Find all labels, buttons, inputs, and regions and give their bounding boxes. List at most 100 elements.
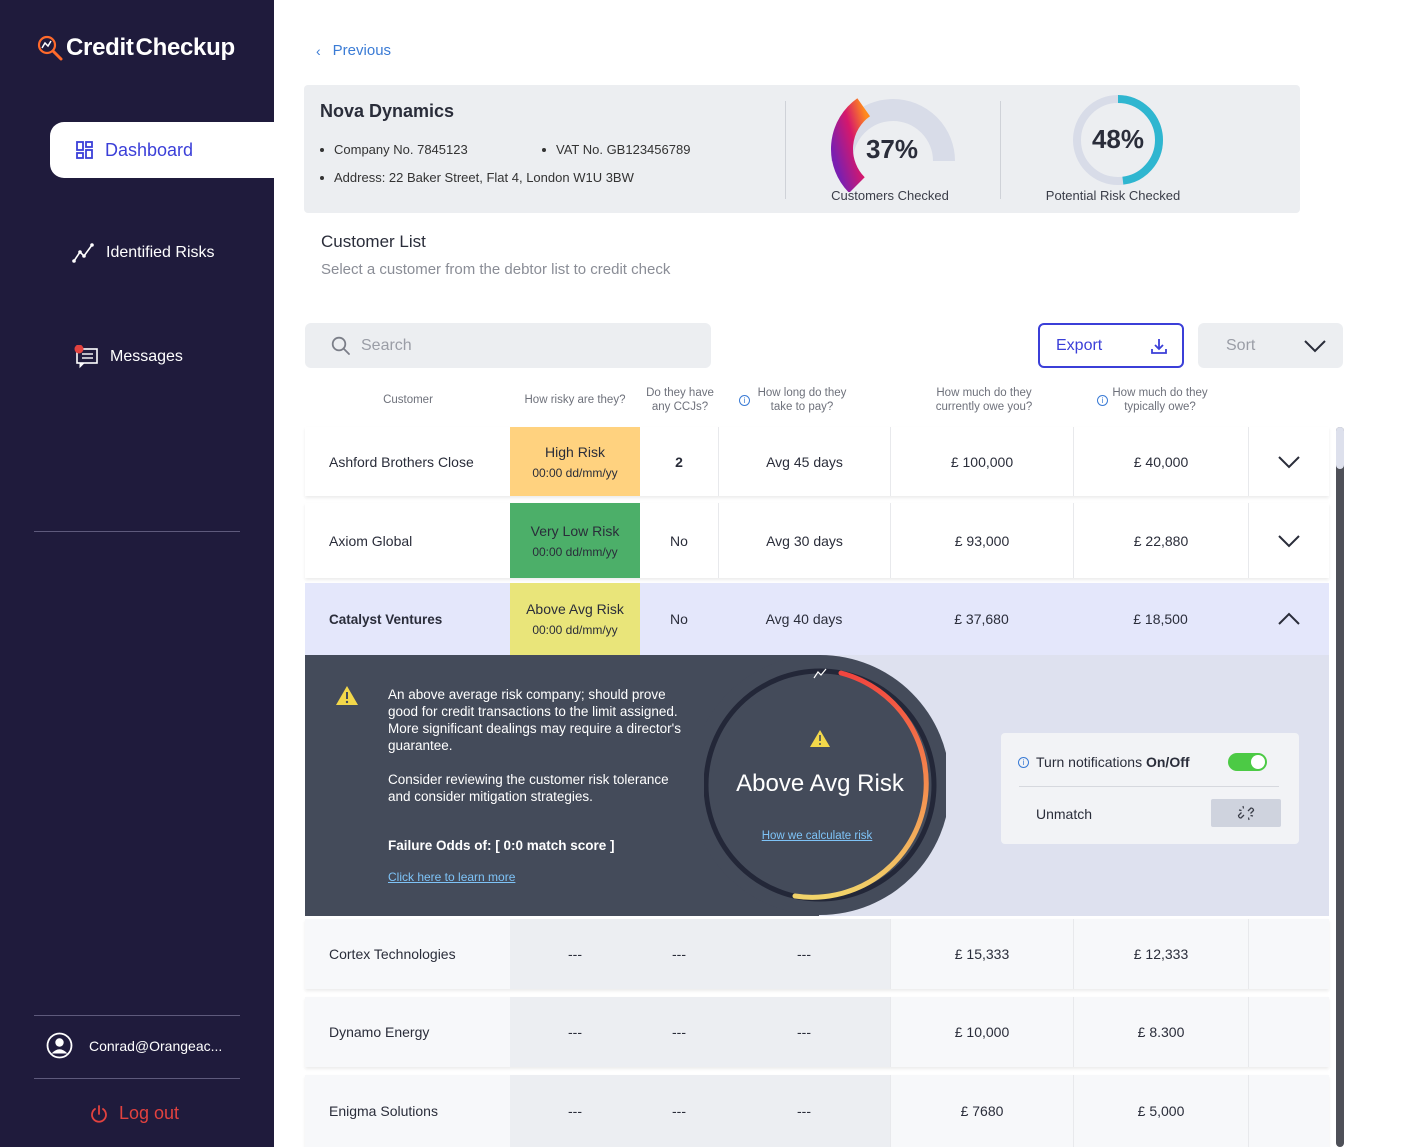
card-divider	[785, 101, 786, 199]
dashboard-icon	[76, 141, 93, 159]
company-number: Company No. 7845123	[320, 142, 468, 157]
sidebar-item-identified-risks[interactable]: Identified Risks	[72, 242, 215, 264]
user-email: Conrad@Orangeac...	[89, 1037, 223, 1054]
customers-checked-gauge	[831, 98, 955, 192]
sidebar-divider	[34, 531, 240, 532]
user-account[interactable]: Conrad@Orangeac...	[46, 1032, 222, 1059]
risk-dial-title: Above Avg Risk	[736, 770, 904, 797]
collapse-button[interactable]	[1248, 583, 1329, 655]
pay-time-value: Avg 45 days	[718, 427, 890, 496]
sidebar-divider	[34, 1015, 240, 1016]
currently-owe-value: £ 10,000	[890, 997, 1073, 1067]
row-action-cell	[1248, 1075, 1329, 1147]
sidebar-item-dashboard[interactable]: Dashboard	[50, 122, 274, 178]
risk-checked-value: 48%	[1091, 124, 1145, 154]
table-row[interactable]: Enigma Solutions --- --- --- £ 7680 £ 5,…	[305, 1075, 1329, 1147]
sidebar-item-label: Dashboard	[105, 139, 194, 160]
customer-list-title: Customer List	[321, 232, 426, 251]
logout-label: Log out	[119, 1103, 180, 1123]
expand-button[interactable]	[1248, 427, 1329, 496]
row-action-cell	[1248, 919, 1329, 989]
risk-description-para1: An above average risk company; should pr…	[388, 687, 681, 753]
header-typ-line1: How much do they	[1112, 387, 1208, 399]
typically-owe-value: £ 22,880	[1073, 503, 1248, 578]
export-button[interactable]: Export	[1038, 323, 1184, 368]
info-icon[interactable]: i	[1097, 395, 1108, 406]
header-ccjs-line2: any CCJs?	[651, 401, 709, 413]
table-row[interactable]: Dynamo Energy --- --- --- £ 10,000 £ 8.3…	[305, 997, 1329, 1067]
how-we-calculate-link[interactable]: How we calculate risk	[761, 830, 873, 842]
search-input[interactable]: Search	[305, 323, 711, 368]
chevron-down-icon	[1278, 455, 1300, 468]
logo-text-checkup: Checkup	[135, 34, 236, 61]
currently-owe-value: £ 7680	[890, 1075, 1073, 1147]
unchecked-columns-shade	[510, 1075, 891, 1147]
customer-name: Enigma Solutions	[329, 1103, 438, 1119]
company-address-text: Address: 22 Baker Street, Flat 4, London…	[334, 170, 634, 185]
table-scrollbar[interactable]	[1336, 427, 1344, 1147]
row-action-cell	[1248, 997, 1329, 1067]
chevron-down-icon	[1304, 339, 1326, 352]
search-placeholder: Search	[361, 336, 412, 354]
table-row[interactable]: Axiom Global Very Low Risk 00:00 dd/mm/y…	[305, 503, 1329, 578]
currently-owe-value: £ 100,000	[890, 427, 1073, 496]
header-owe-line1: How much do they	[936, 387, 1032, 399]
customers-checked-value: 37%	[865, 134, 919, 164]
table-row[interactable]: Ashford Brothers Close High Risk 00:00 d…	[305, 427, 1329, 496]
info-icon[interactable]: i	[1018, 756, 1029, 768]
risk-level: ---	[568, 946, 582, 962]
expand-button[interactable]	[1248, 503, 1329, 578]
unmatch-button[interactable]	[1211, 799, 1281, 827]
table-row[interactable]: Cortex Technologies --- --- --- £ 15,333…	[305, 919, 1329, 989]
header-typically-owe: i How much do they typically owe?	[1095, 386, 1225, 414]
pay-time-value: ---	[797, 1103, 811, 1119]
typically-owe-value: £ 5,000	[1073, 1075, 1248, 1147]
previous-label: Previous	[332, 42, 392, 59]
table-row-expanded[interactable]: Catalyst Ventures Above Avg Risk 00:00 d…	[305, 583, 1329, 655]
risk-description-para2: Consider reviewing the customer risk tol…	[388, 772, 669, 804]
company-number-text: Company No. 7845123	[334, 142, 468, 157]
previous-link[interactable]: ‹ Previous	[316, 42, 391, 59]
risk-level: Very Low Risk	[530, 522, 620, 539]
ccjs-value: 2	[675, 453, 683, 470]
customer-name: Dynamo Energy	[329, 1024, 430, 1040]
logout-button[interactable]: Log out	[89, 1103, 179, 1124]
info-icon[interactable]: i	[739, 395, 750, 406]
notifications-toggle[interactable]	[1228, 753, 1267, 771]
sort-label: Sort	[1226, 336, 1256, 354]
customer-name: Ashford Brothers Close	[329, 453, 474, 470]
failure-odds: Failure Odds of: [ 0:0 match score ]	[388, 838, 615, 853]
risk-badge: Above Avg Risk 00:00 dd/mm/yy	[510, 583, 640, 655]
download-icon	[1151, 338, 1167, 354]
logo-text-credit: Credit	[66, 34, 134, 61]
trend-icon	[72, 243, 94, 263]
trend-small-icon	[813, 668, 827, 679]
ccjs-value: No	[670, 532, 688, 549]
sort-dropdown[interactable]: Sort	[1198, 323, 1343, 368]
header-customer: Customer	[383, 394, 433, 406]
risk-dial	[704, 655, 946, 915]
app-logo[interactable]: Credit Checkup	[36, 34, 235, 62]
warning-small-icon	[810, 730, 830, 747]
notification-divider	[1019, 786, 1279, 787]
vat-number-text: VAT No. GB123456789	[556, 142, 691, 157]
risk-checked-gauge	[1073, 95, 1163, 185]
ccjs-value: ---	[672, 1103, 686, 1119]
warning-icon	[336, 686, 358, 705]
sidebar-item-messages[interactable]: Messages	[74, 345, 183, 369]
header-currently-owe: How much do they currently owe you?	[914, 386, 1054, 414]
header-pay-line2: take to pay?	[770, 401, 834, 413]
header-ccjs-line1: Do they have	[646, 387, 714, 399]
header-risk: How risky are they?	[524, 394, 626, 406]
ccjs-value: No	[670, 611, 688, 627]
notification-label: Turn notifications	[1036, 754, 1146, 770]
chevron-left-icon: ‹	[316, 42, 321, 59]
table-scrollbar-thumb[interactable]	[1336, 427, 1344, 469]
search-icon	[331, 336, 350, 355]
sidebar-item-label: Identified Risks	[106, 244, 215, 261]
notification-setting: i Turn notifications On/Off	[1018, 754, 1190, 770]
learn-more-link[interactable]: Click here to learn more	[388, 870, 516, 884]
risk-level: ---	[568, 1103, 582, 1119]
unchecked-columns-shade	[510, 919, 891, 989]
ccjs-value: ---	[672, 1024, 686, 1040]
